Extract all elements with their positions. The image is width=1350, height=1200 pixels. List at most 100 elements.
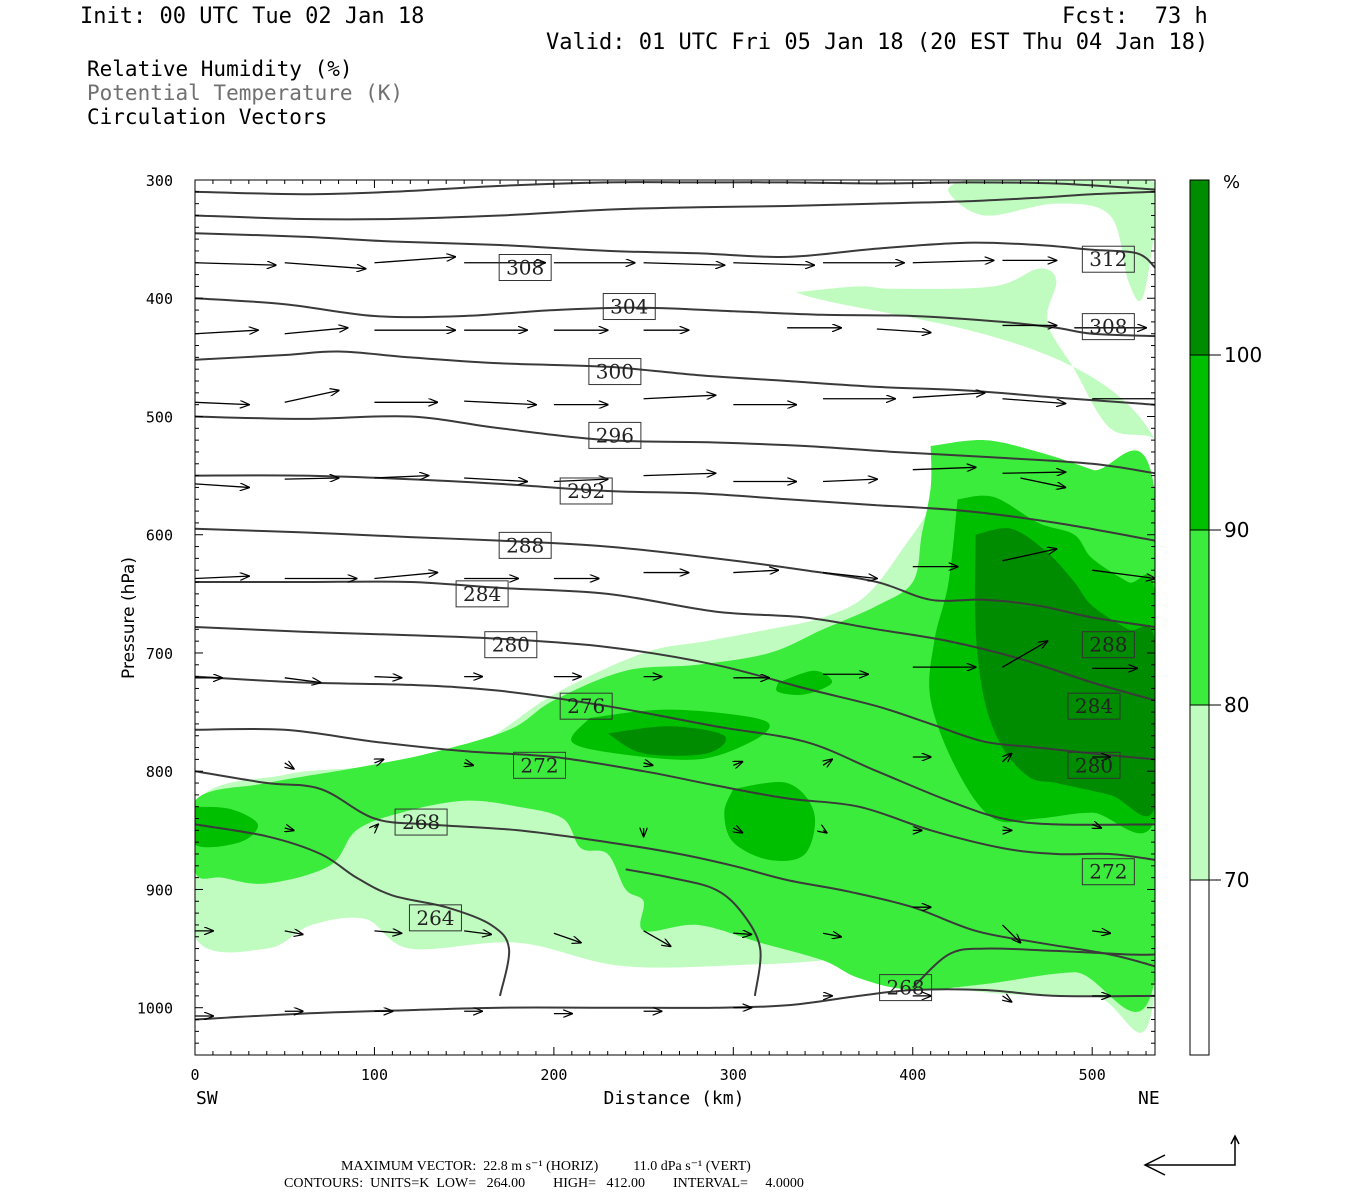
- svg-text:300: 300: [596, 360, 634, 384]
- theta-contour-312: [195, 181, 1155, 196]
- y-tick-label: 900: [146, 881, 173, 899]
- svg-text:264: 264: [416, 906, 454, 930]
- y-tick-label: 300: [146, 172, 173, 190]
- contour-label: 264: [408, 904, 462, 932]
- circulation-vector: [464, 478, 527, 482]
- x-tick-label: 200: [540, 1066, 567, 1084]
- svg-text:284: 284: [463, 582, 501, 606]
- contour-label: 268: [394, 808, 448, 836]
- rh-region-80: [814, 741, 883, 787]
- circulation-vector: [1020, 477, 1065, 487]
- circulation-vector: [374, 824, 378, 828]
- circulation-vector: [823, 479, 877, 481]
- circulation-vector: [876, 329, 931, 333]
- circulation-vector: [285, 828, 294, 830]
- theta-contour-292: [195, 474, 1155, 542]
- contour-label: 284: [1067, 692, 1121, 720]
- circulation-vector: [733, 762, 742, 766]
- y-tick-label: 700: [146, 645, 173, 663]
- rh-region-70: [948, 180, 1155, 302]
- theta-contour-272: [195, 727, 1155, 861]
- circulation-vector: [195, 576, 249, 578]
- x-tick-label: 500: [1079, 1066, 1106, 1084]
- circulation-vector: [1002, 398, 1065, 404]
- colorbar-label: 100: [1224, 343, 1262, 367]
- circulation-vector: [553, 479, 608, 481]
- circulation-vector: [374, 931, 401, 933]
- circulation-vector: [1002, 996, 1011, 1002]
- contour-label: 284: [455, 580, 509, 608]
- circulation-vector: [644, 763, 653, 765]
- cross-section-chart: 308 304 300 296 292 288 284 280 276 272 268 264 268 3…: [119, 172, 1262, 1109]
- x-tick-label: 400: [899, 1066, 926, 1084]
- x-tick-label: 300: [720, 1066, 747, 1084]
- contour-label: 272: [513, 751, 567, 779]
- circulation-vector: [1002, 753, 1011, 761]
- circulation-vector: [1002, 924, 1020, 943]
- contour-label: 304: [602, 293, 656, 321]
- circulation-vector: [1092, 931, 1110, 933]
- contour-label: 280: [484, 631, 538, 659]
- svg-text:292: 292: [567, 479, 605, 503]
- circulation-vector: [374, 573, 437, 580]
- circulation-vector: [464, 763, 473, 765]
- contour-info-footer: CONTOURS: UNITS=K LOW= 264.00 HIGH= 412.…: [284, 1176, 804, 1191]
- contour-label: 272: [1081, 858, 1135, 886]
- circulation-vector: [643, 473, 716, 475]
- theta-contour-268: [195, 770, 1155, 968]
- circulation-vector: [374, 759, 383, 763]
- circulation-vector: [284, 328, 348, 335]
- y-axis-label: Pressure (hPa): [119, 557, 139, 679]
- circulation-vector: [195, 402, 249, 404]
- circulation-vector: [733, 828, 742, 833]
- theta-contour-312: [195, 190, 1155, 221]
- legend-circulation-vectors: Circulation Vectors: [87, 105, 328, 129]
- circulation-vector: [643, 395, 716, 399]
- circulation-vector: [374, 677, 401, 678]
- svg-text:304: 304: [610, 295, 648, 319]
- colorbar-unit: %: [1223, 172, 1240, 193]
- rh-region-90: [776, 670, 833, 695]
- colorbar-swatch: [1189, 179, 1210, 356]
- circulation-vector: [643, 263, 725, 265]
- circulation-vector: [822, 933, 841, 937]
- colorbar-swatch: [1189, 879, 1210, 1056]
- contour-label: 308: [498, 254, 552, 281]
- init-time: Init: 00 UTC Tue 02 Jan 18: [80, 4, 425, 29]
- svg-text:276: 276: [567, 694, 605, 718]
- svg-text:272: 272: [520, 753, 558, 777]
- y-tick-label: 500: [146, 408, 173, 426]
- circulation-vector: [284, 478, 339, 479]
- x-tick-label: 100: [361, 1066, 388, 1084]
- legend-relative-humidity: Relative Humidity (%): [87, 57, 353, 81]
- x-axis-label: Distance (km): [604, 1088, 745, 1109]
- y-tick-label: 600: [146, 527, 173, 545]
- circulation-vector: [822, 571, 877, 579]
- contour-label: 312: [1081, 245, 1135, 273]
- reference-vector-icon: [1143, 1134, 1240, 1176]
- svg-text:280: 280: [492, 633, 530, 657]
- circulation-vector: [912, 260, 994, 262]
- rh-region-90: [195, 806, 258, 848]
- theta-contour-264: [195, 823, 511, 997]
- circulation-vector: [823, 759, 832, 765]
- svg-text:312: 312: [1089, 247, 1127, 271]
- contour-label: 300: [588, 358, 642, 386]
- contour-label: 276: [559, 692, 613, 720]
- x-tick-label: 0: [190, 1066, 199, 1084]
- circulation-vector: [374, 257, 455, 264]
- contour-label: 292: [559, 477, 613, 505]
- theta-contour-264: [625, 868, 762, 997]
- colorbar-swatch: [1189, 529, 1210, 706]
- circulation-vector: [733, 933, 751, 934]
- svg-text:268: 268: [402, 810, 440, 834]
- circulation-vector: [284, 677, 321, 683]
- contour-label: 308: [1081, 313, 1135, 341]
- circulation-vector: [553, 932, 581, 942]
- contour-label: 268: [879, 974, 933, 1002]
- max-vector-footer: MAXIMUM VECTOR: 22.8 m s⁻¹ (HORIZ) 11.0 …: [341, 1159, 751, 1174]
- svg-text:272: 272: [1089, 860, 1127, 884]
- colorbar-swatch: [1189, 354, 1210, 531]
- svg-text:308: 308: [506, 256, 544, 280]
- contour-label: 288: [1081, 631, 1135, 659]
